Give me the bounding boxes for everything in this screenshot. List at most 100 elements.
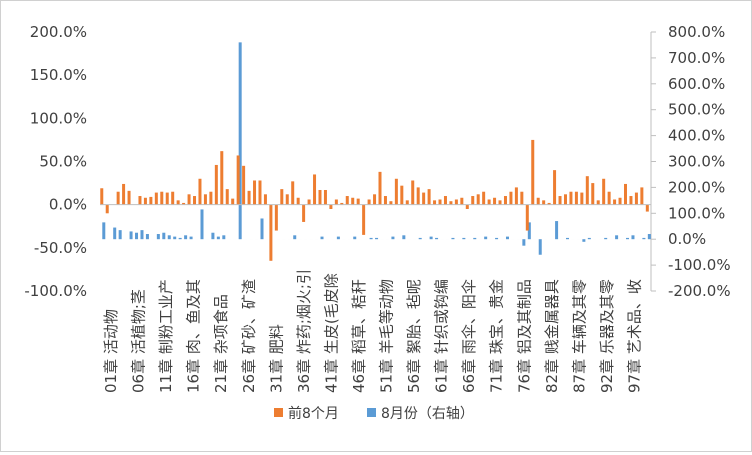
bar-jan-aug-77 — [520, 192, 523, 205]
bar-jan-aug-21 — [215, 165, 218, 205]
x-category-label: 61章 针织或钩编 — [433, 279, 451, 393]
bar-jan-aug-12 — [166, 193, 169, 205]
bar-august-7 — [140, 230, 143, 239]
bar-august-3 — [119, 230, 122, 239]
legend-label-jan-aug: 前8个月 — [288, 405, 339, 422]
bar-jan-aug-20 — [209, 192, 212, 205]
bar-jan-aug-72 — [493, 198, 496, 205]
bar-jan-aug-67 — [466, 205, 469, 209]
bar-august-22 — [222, 235, 225, 239]
x-category-label: 92章 乐器及其零 — [598, 279, 616, 393]
bar-jan-aug-93 — [608, 192, 611, 205]
bar-jan-aug-84 — [559, 196, 562, 205]
bar-jan-aug-89 — [586, 176, 589, 204]
bar-jan-aug-38 — [308, 199, 311, 204]
bar-jan-aug-70 — [482, 192, 485, 205]
bar-jan-aug-75 — [509, 192, 512, 205]
bar-jan-aug-23 — [226, 189, 229, 205]
bar-jan-aug-69 — [477, 194, 480, 204]
bar-jan-aug-29 — [258, 180, 261, 204]
bar-jan-aug-87 — [575, 192, 578, 205]
bar-august-29 — [261, 218, 264, 239]
bar-august-97 — [631, 235, 634, 239]
bar-august-85 — [566, 238, 569, 239]
left-y-tick-label: 100.0% — [30, 109, 87, 127]
bar-jan-aug-0 — [100, 188, 103, 204]
bar-august-25 — [239, 42, 242, 239]
x-category-label: 66章 雨伞、阳伞 — [460, 279, 478, 393]
bar-august-72 — [495, 238, 498, 239]
bar-august-13 — [173, 237, 176, 240]
bar-jan-aug-80 — [537, 198, 540, 205]
bar-august-64 — [451, 238, 454, 239]
x-category-label: 21章 杂项食品 — [212, 294, 230, 393]
bar-jan-aug-91 — [597, 200, 600, 204]
bar-jan-aug-98 — [635, 193, 638, 205]
x-category-label: 11章 制粉工业产 — [157, 279, 175, 393]
bar-august-96 — [626, 238, 629, 239]
bar-august-43 — [337, 237, 340, 240]
bar-jan-aug-53 — [389, 201, 392, 204]
bar-august-92 — [604, 238, 607, 239]
bar-jan-aug-36 — [297, 198, 300, 205]
bar-august-58 — [419, 238, 422, 239]
bar-jan-aug-11 — [160, 192, 163, 205]
bar-jan-aug-48 — [362, 205, 365, 235]
bar-august-80 — [539, 239, 542, 255]
x-category-label: 51章 羊毛等动物 — [378, 279, 396, 393]
bar-jan-aug-43 — [335, 199, 338, 204]
bar-jan-aug-94 — [613, 199, 616, 204]
bar-jan-aug-49 — [368, 199, 371, 204]
bar-august-12 — [168, 235, 171, 239]
right-y-tick-label: 500.0% — [668, 101, 725, 119]
left-y-tick-label: 200.0% — [30, 23, 87, 41]
series-jan-aug-bars — [100, 140, 649, 261]
bar-jan-aug-19 — [204, 194, 207, 204]
x-category-label: 41章 生皮(毛皮除 — [322, 273, 340, 393]
bar-jan-aug-61 — [433, 200, 436, 204]
bar-august-20 — [211, 233, 214, 239]
bar-jan-aug-60 — [428, 189, 431, 205]
bar-jan-aug-47 — [357, 199, 360, 205]
bar-august-11 — [162, 233, 165, 239]
bar-jan-aug-1 — [106, 205, 109, 214]
bar-august-61 — [435, 238, 438, 239]
left-y-axis: -100.0%-50.0%0.0%50.0%100.0%150.0%200.0% — [24, 23, 87, 300]
x-category-label: 36章 炸药;烟火;引 — [295, 269, 313, 393]
bar-jan-aug-81 — [542, 200, 545, 204]
bar-jan-aug-92 — [602, 179, 605, 205]
bar-jan-aug-57 — [411, 180, 414, 204]
bar-august-70 — [484, 237, 487, 240]
bar-jan-aug-4 — [122, 184, 125, 205]
bar-august-14 — [179, 238, 182, 239]
bar-jan-aug-31 — [269, 205, 272, 261]
bar-jan-aug-88 — [580, 193, 583, 205]
bar-jan-aug-95 — [619, 198, 622, 205]
x-category-label: 76章 铝及其制品 — [515, 279, 533, 393]
legend: 前8个月 8月份（右轴） — [274, 405, 474, 422]
bar-august-8 — [146, 234, 149, 239]
x-category-label: 16章 肉、鱼及其 — [185, 279, 203, 393]
bar-jan-aug-32 — [275, 205, 278, 231]
bar-jan-aug-55 — [400, 186, 403, 205]
bar-jan-aug-45 — [346, 196, 349, 205]
x-category-label: 71章 珠宝、贵金 — [488, 279, 506, 393]
bar-jan-aug-27 — [248, 191, 251, 205]
x-category-label: 82章 贱金属器具 — [543, 279, 561, 393]
bar-jan-aug-74 — [504, 196, 507, 205]
bar-jan-aug-41 — [324, 190, 327, 205]
bar-jan-aug-78 — [526, 205, 529, 231]
bar-august-68 — [473, 238, 476, 239]
left-y-tick-label: 0.0% — [49, 196, 87, 214]
right-y-tick-label: -200.0% — [668, 282, 731, 300]
bar-jan-aug-62 — [439, 199, 442, 204]
bar-august-74 — [506, 237, 509, 240]
left-y-tick-label: 50.0% — [39, 153, 87, 171]
bar-jan-aug-3 — [117, 192, 120, 205]
bar-august-5 — [130, 231, 133, 239]
bar-august-94 — [615, 235, 618, 239]
bar-jan-aug-83 — [553, 170, 556, 205]
